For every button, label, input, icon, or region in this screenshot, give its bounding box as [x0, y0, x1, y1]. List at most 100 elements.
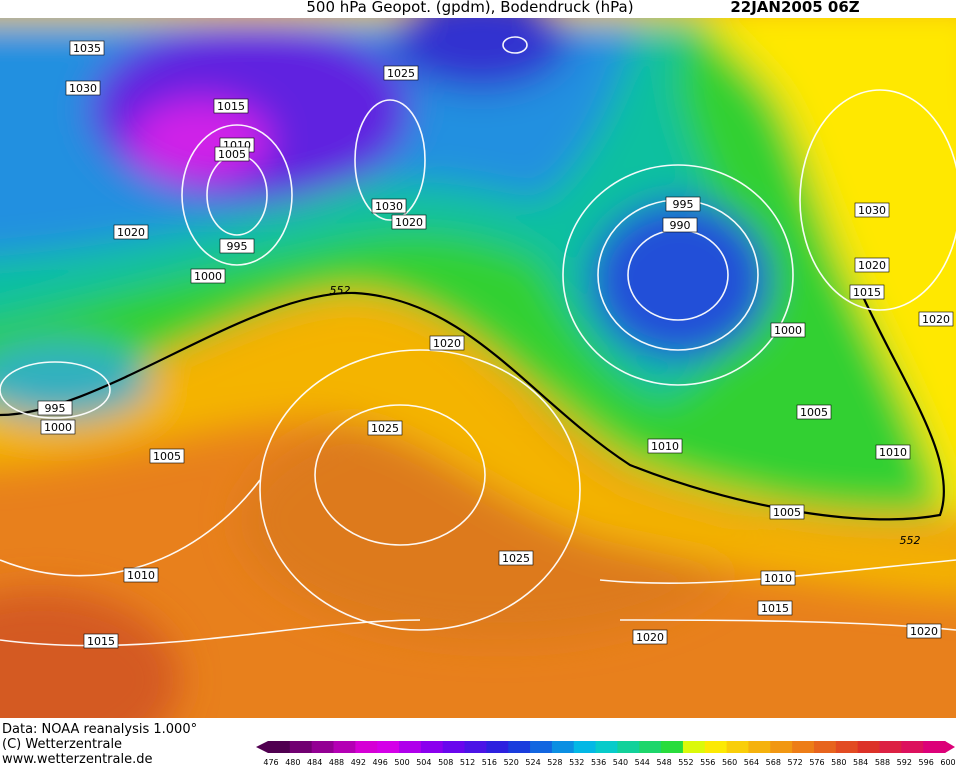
colorbar-label: 528 [547, 758, 562, 767]
colorbar-label: 496 [373, 758, 388, 767]
isobar-label: 1020 [910, 625, 938, 638]
colorbar-label: 512 [460, 758, 475, 767]
isobar-label-box [149, 448, 185, 464]
colorbar-label: 540 [613, 758, 628, 767]
isobar-label-box [219, 238, 255, 254]
colorbar-label: 600 [940, 758, 955, 767]
isobar-label-box [662, 217, 698, 233]
colorbar-segment [813, 741, 837, 753]
colorbar-segment [923, 741, 946, 753]
isobar-label-box [123, 567, 159, 583]
colorbar-segment [551, 741, 575, 753]
isobar-label-box [757, 600, 793, 616]
colorbar-label: 476 [263, 758, 278, 767]
geopotential-label: 552 [900, 534, 921, 547]
colorbar-segment [901, 741, 924, 753]
colorbar-segment [879, 741, 902, 753]
isobar-label-box [770, 322, 806, 338]
colorbar-segment [420, 741, 444, 753]
isobar-label-box [760, 570, 796, 586]
colorbar-label: 520 [504, 758, 519, 767]
colorbar-label: 544 [635, 758, 650, 767]
colorbar-label: 484 [307, 758, 322, 767]
colorbar-segment [573, 741, 597, 753]
map-date: 22JAN2005 06Z [730, 0, 859, 16]
colorbar-label: 592 [897, 758, 912, 767]
colorbar-label: 508 [438, 758, 453, 767]
colorbar-label: 576 [809, 758, 824, 767]
isobar-label: 1035 [73, 42, 101, 55]
colorbar-segment [311, 741, 335, 753]
colorbar-segment [530, 741, 553, 753]
isobar-label: 1010 [651, 440, 679, 453]
colorbar-segment [726, 741, 749, 753]
colorbar-label: 504 [416, 758, 431, 767]
colorbar-label: 532 [569, 758, 584, 767]
colorbar-label: 500 [394, 758, 409, 767]
colorbar-segment [355, 741, 378, 753]
colorbar-label: 564 [744, 758, 759, 767]
colorbar-segment [399, 741, 422, 753]
isobar-label-box [37, 400, 73, 416]
geopotential-label: 552 [330, 284, 351, 297]
isobar-label: 1000 [774, 324, 802, 337]
isobar-label-box [665, 196, 701, 212]
isobar-label: 1010 [127, 569, 155, 582]
colorbar-segment [857, 741, 880, 753]
colorbar-label: 584 [853, 758, 868, 767]
footer-line: (C) Wetterzentrale [2, 737, 122, 752]
isobar-label-box [632, 629, 668, 645]
isobar-label-box [190, 268, 226, 284]
isobar-label-box [647, 438, 683, 454]
isobar-label-box [65, 80, 101, 96]
isobar-label: 1030 [69, 82, 97, 95]
colorbar-segment [508, 741, 531, 753]
isobar-label: 1020 [433, 337, 461, 350]
isobar-label: 995 [227, 240, 248, 253]
isobar-label: 1020 [922, 313, 950, 326]
isobar-label: 995 [45, 402, 66, 415]
isobar-label-box [769, 504, 805, 520]
colorbar-segment [442, 741, 466, 753]
isobar-label: 1025 [387, 67, 415, 80]
colorbar-end [945, 741, 955, 753]
colorbar-segment [268, 741, 291, 753]
isobar-label-box [69, 40, 105, 56]
footer-line: www.wetterzentrale.de [2, 752, 152, 767]
isobar-label-box [40, 419, 76, 435]
colorbar-label: 524 [525, 758, 540, 767]
isobar-label: 1005 [800, 406, 828, 419]
colorbar-label: 572 [787, 758, 802, 767]
isobar-label-box [371, 198, 407, 214]
colorbar-segment [289, 741, 313, 753]
isobar-label-box [383, 65, 419, 81]
isobar-label: 1010 [879, 446, 907, 459]
isobar-label: 995 [673, 198, 694, 211]
isobar-label: 1015 [853, 286, 881, 299]
isobar-label: 1010 [764, 572, 792, 585]
colorbar-end [256, 741, 268, 753]
isobar-label: 1005 [218, 148, 246, 161]
isobar-label-box [498, 550, 534, 566]
colorbar-label: 516 [482, 758, 497, 767]
isobar-label: 1015 [761, 602, 789, 615]
colorbar-segment [639, 741, 662, 753]
colorbar-segment [464, 741, 487, 753]
colorbar-label: 560 [722, 758, 737, 767]
isobar-label-box [113, 224, 149, 240]
colorbar-label: 552 [678, 758, 693, 767]
colorbar-label: 480 [285, 758, 300, 767]
colorbar-label: 556 [700, 758, 715, 767]
isobar-label: 1005 [153, 450, 181, 463]
colorbar-segment [377, 741, 400, 753]
isobar-label-box [213, 98, 249, 114]
isobar-label-box [918, 311, 954, 327]
colorbar-label: 492 [351, 758, 366, 767]
isobar-label-box [854, 202, 890, 218]
isobar-label: 1000 [44, 421, 72, 434]
footer-line: Data: NOAA reanalysis 1.000° [2, 722, 197, 737]
isobar-label-box [906, 623, 942, 639]
colorbar-label: 568 [766, 758, 781, 767]
colorbar-label: 580 [831, 758, 846, 767]
